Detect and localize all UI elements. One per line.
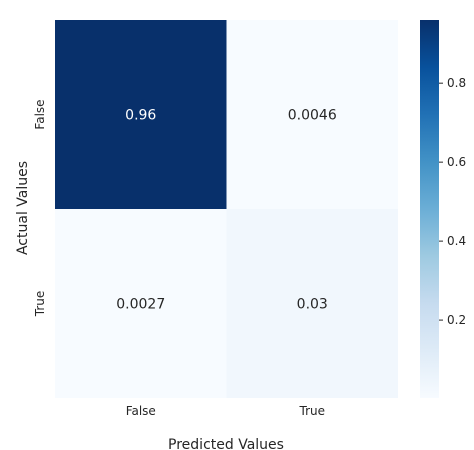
- y-axis-label: Actual Values: [15, 161, 31, 255]
- x-tick-label: True: [299, 404, 326, 418]
- cell-label: 0.96: [125, 108, 156, 124]
- x-axis-label: Predicted Values: [168, 437, 284, 450]
- cell-labels: 0.96 0.0046 0.0027 0.03: [116, 108, 337, 313]
- y-tick-label: True: [33, 291, 47, 318]
- heatmap-cell-false-false: [55, 20, 227, 209]
- cell-label: 0.0027: [116, 297, 165, 313]
- cell-label: 0.0046: [288, 108, 337, 124]
- colorbar-tick-label: 0.8: [447, 76, 466, 90]
- colorbar-tick-label: 0.6: [447, 155, 466, 169]
- y-axis-ticks: False True: [33, 99, 47, 317]
- x-axis-ticks: False True: [126, 404, 325, 418]
- heatmap-cells: [55, 20, 398, 398]
- x-tick-label: False: [126, 404, 156, 418]
- y-tick-label: False: [33, 99, 47, 129]
- colorbar-tick-label: 0.2: [447, 313, 466, 327]
- heatmap-cell-true-false: [55, 209, 227, 398]
- colorbar-tick-label: 0.4: [447, 234, 466, 248]
- colorbar-ticks: 0.2 0.4 0.6 0.8: [439, 76, 466, 327]
- cell-label: 0.03: [297, 297, 328, 313]
- colorbar-gradient: [420, 20, 439, 398]
- colorbar: 0.2 0.4 0.6 0.8: [420, 20, 466, 398]
- heatmap-cell-true-true: [226, 209, 398, 398]
- heatmap-cell-false-true: [226, 20, 398, 209]
